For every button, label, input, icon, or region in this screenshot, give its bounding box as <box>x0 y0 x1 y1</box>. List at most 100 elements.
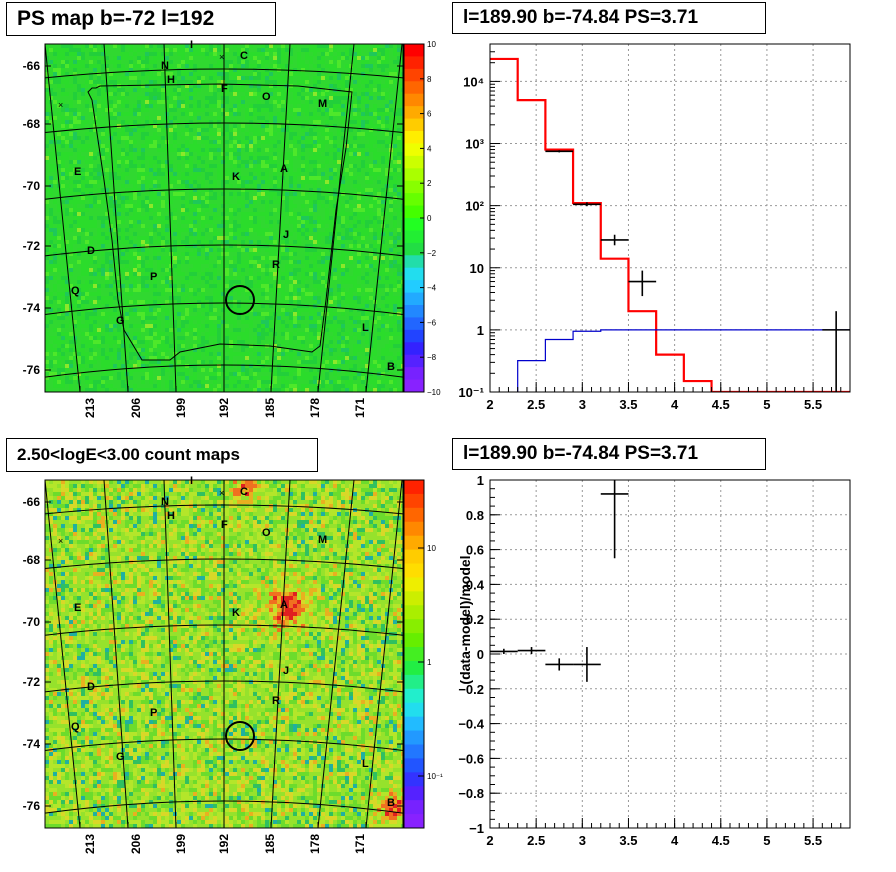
map-pixel <box>333 256 337 260</box>
map-pixel <box>217 268 221 272</box>
map-pixel <box>241 144 245 148</box>
map-pixel <box>301 224 305 228</box>
map-pixel <box>385 240 389 244</box>
map-pixel <box>281 112 285 116</box>
map-pixel <box>49 84 53 88</box>
map-pixel <box>317 212 321 216</box>
map-pixel <box>73 92 77 96</box>
map-pixel <box>301 176 305 180</box>
map-pixel <box>101 204 105 208</box>
map-pixel <box>349 308 353 312</box>
map-pixel <box>145 296 149 300</box>
map-pixel <box>277 220 281 224</box>
map-pixel <box>49 356 53 360</box>
map-pixel <box>145 168 149 172</box>
map-pixel <box>337 236 341 240</box>
map-pixel <box>357 280 361 284</box>
map-pixel <box>361 136 365 140</box>
map-pixel <box>49 232 53 236</box>
map-pixel <box>341 48 345 52</box>
map-pixel <box>225 364 229 368</box>
map-pixel <box>141 88 145 92</box>
map-pixel <box>385 364 389 368</box>
map-pixel <box>289 376 293 380</box>
map-pixel <box>205 312 209 316</box>
map-pixel <box>305 300 309 304</box>
map-pixel <box>93 320 97 324</box>
map-pixel <box>285 120 289 124</box>
map-pixel <box>377 52 381 56</box>
map-pixel <box>221 320 225 324</box>
map-pixel <box>129 164 133 168</box>
map-pixel <box>181 88 185 92</box>
map-pixel <box>333 52 337 56</box>
map-pixel <box>345 324 349 328</box>
map-pixel <box>253 248 257 252</box>
map-pixel <box>233 220 237 224</box>
map-pixel <box>205 192 209 196</box>
map-pixel <box>189 140 193 144</box>
map-pixel <box>381 216 385 220</box>
map-pixel <box>225 368 229 372</box>
map-pixel <box>269 184 273 188</box>
map-pixel <box>49 208 53 212</box>
map-pixel <box>353 160 357 164</box>
map-pixel <box>209 208 213 212</box>
map-pixel <box>137 56 141 60</box>
map-pixel <box>141 296 145 300</box>
map-pixel <box>333 168 337 172</box>
map-pixel <box>241 300 245 304</box>
map-pixel <box>257 340 261 344</box>
map-pixel <box>337 216 341 220</box>
map-pixel <box>345 364 349 368</box>
map-pixel <box>401 288 403 292</box>
map-pixel <box>189 332 193 336</box>
map-pixel <box>309 352 313 356</box>
map-pixel <box>373 280 377 284</box>
map-pixel <box>285 284 289 288</box>
map-pixel <box>89 384 93 388</box>
map-pixel <box>249 140 253 144</box>
map-pixel <box>129 260 133 264</box>
map-pixel <box>277 272 281 276</box>
map-pixel <box>305 324 309 328</box>
map-pixel <box>313 216 317 220</box>
map-pixel <box>281 60 285 64</box>
map-pixel <box>249 300 253 304</box>
map-pixel <box>293 168 297 172</box>
map-pixel <box>189 296 193 300</box>
map-pixel <box>77 344 81 348</box>
map-pixel <box>81 344 85 348</box>
map-pixel <box>321 296 325 300</box>
map-pixel <box>213 312 217 316</box>
map-pixel <box>369 100 373 104</box>
map-pixel <box>349 316 353 320</box>
map-pixel <box>225 344 229 348</box>
map-pixel <box>53 356 57 360</box>
map-pixel <box>205 116 209 120</box>
map-pixel <box>245 268 249 272</box>
map-pixel <box>105 216 109 220</box>
map-pixel <box>93 68 97 72</box>
map-pixel <box>313 228 317 232</box>
map-pixel <box>57 372 61 376</box>
map-pixel <box>57 232 61 236</box>
map-pixel <box>345 328 349 332</box>
map-pixel <box>357 132 361 136</box>
map-pixel <box>65 280 69 284</box>
map-pixel <box>369 284 373 288</box>
map-pixel <box>289 360 293 364</box>
map-pixel <box>313 160 317 164</box>
map-pixel <box>97 244 101 248</box>
map-pixel <box>193 220 197 224</box>
map-pixel <box>305 228 309 232</box>
map-pixel <box>253 84 257 88</box>
map-pixel <box>373 168 377 172</box>
map-pixel <box>225 76 229 80</box>
map-pixel <box>165 236 169 240</box>
map-pixel <box>245 68 249 72</box>
map-pixel <box>133 240 137 244</box>
map-pixel <box>89 232 93 236</box>
map-pixel <box>169 112 173 116</box>
map-pixel <box>181 240 185 244</box>
